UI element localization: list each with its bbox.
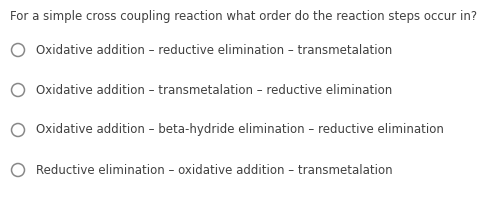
Text: Oxidative addition – beta-hydride elimination – reductive elimination: Oxidative addition – beta-hydride elimin… — [36, 124, 444, 137]
Circle shape — [12, 124, 25, 137]
Text: Oxidative addition – reductive elimination – transmetalation: Oxidative addition – reductive eliminati… — [36, 43, 392, 57]
Circle shape — [12, 43, 25, 57]
Circle shape — [12, 164, 25, 176]
Text: Reductive elimination – oxidative addition – transmetalation: Reductive elimination – oxidative additi… — [36, 164, 393, 176]
Text: For a simple cross coupling reaction what order do the reaction steps occur in?: For a simple cross coupling reaction wha… — [10, 10, 477, 23]
Circle shape — [12, 84, 25, 97]
Text: Oxidative addition – transmetalation – reductive elimination: Oxidative addition – transmetalation – r… — [36, 84, 392, 97]
